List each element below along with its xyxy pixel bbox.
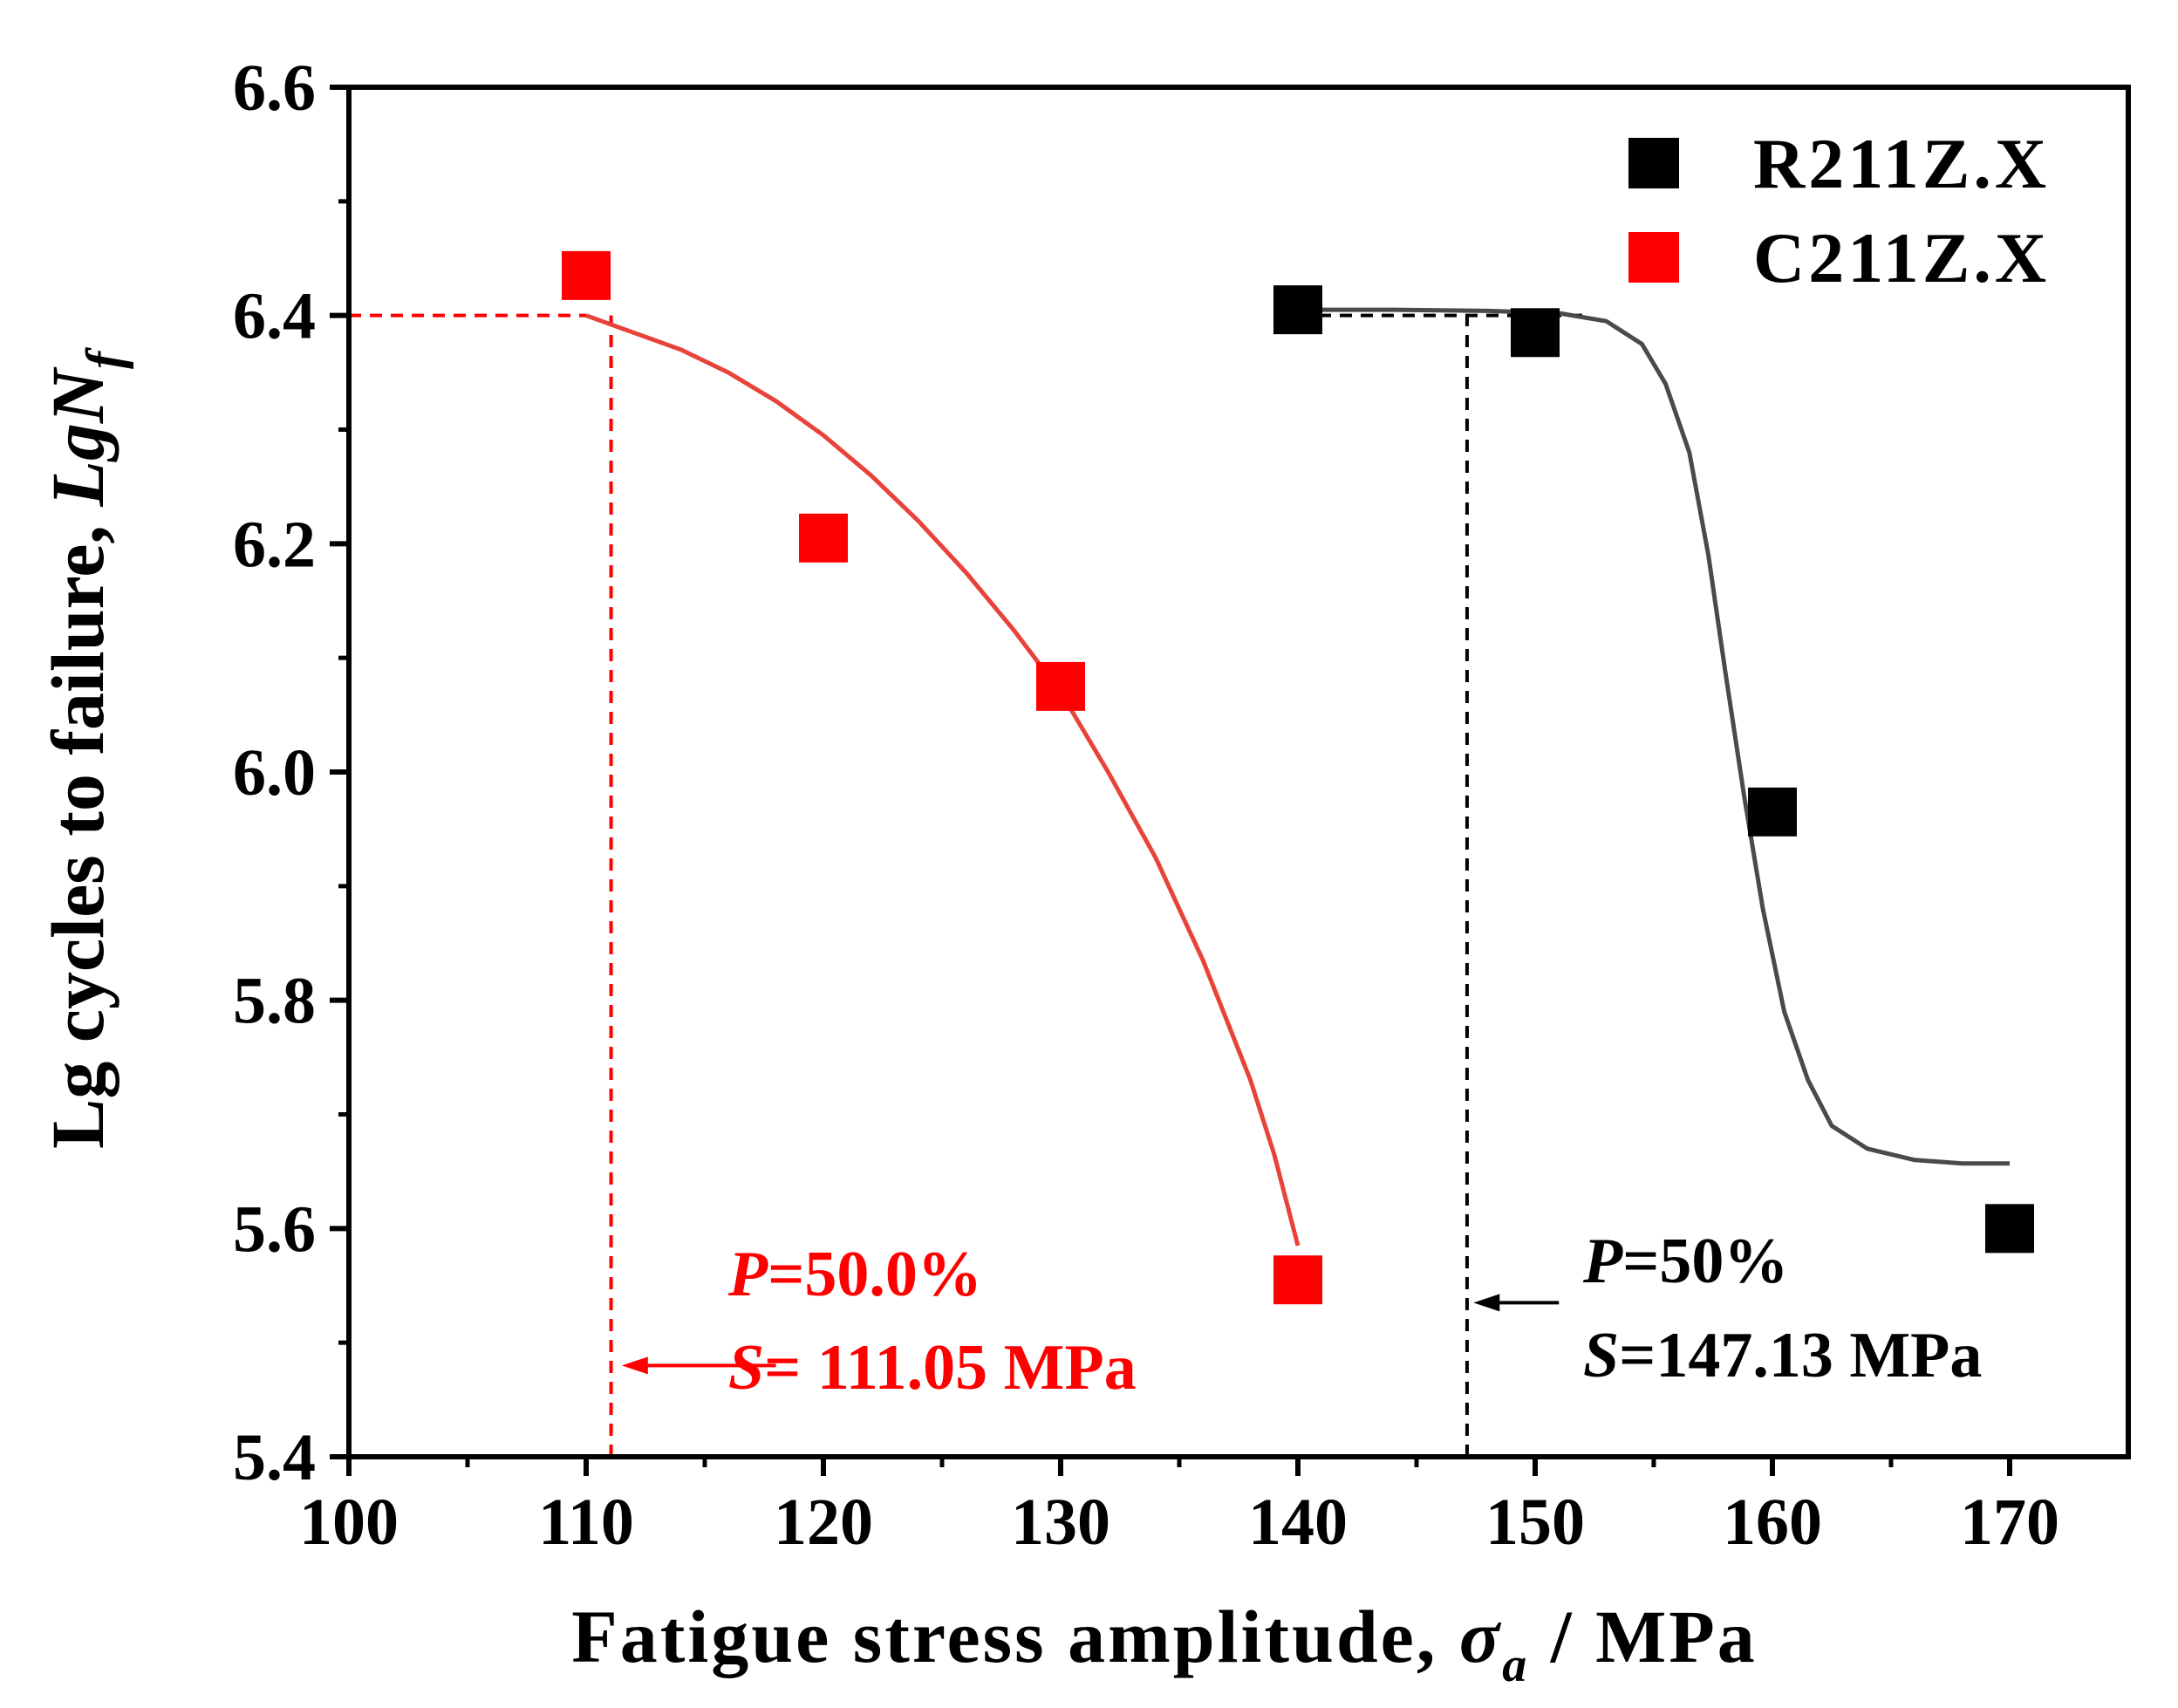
data-markers xyxy=(562,250,2034,1305)
x-tick-label: 140 xyxy=(1248,1486,1348,1559)
data-point-C211Z.X xyxy=(799,513,848,563)
y-axis-title-subscript: f xyxy=(76,347,133,369)
y-tick-label: 5.6 xyxy=(233,1192,316,1266)
y-tick-label: 6.2 xyxy=(233,508,316,581)
legend-label-C211Z.X: C211Z.X xyxy=(1753,218,2050,297)
y-tick-label: 5.4 xyxy=(233,1421,316,1494)
annotation-s-symbol: S xyxy=(1583,1320,1619,1391)
x-axis-title-subscript: a xyxy=(1502,1638,1529,1692)
annotation-p-symbol: P xyxy=(1582,1226,1623,1297)
y-tick-label: 6.6 xyxy=(233,51,316,125)
annotation-s-symbol: S xyxy=(728,1332,764,1404)
fit-curve-C211Z.X xyxy=(585,313,1301,1247)
x-tick-label: 130 xyxy=(1011,1486,1110,1559)
data-point-R211Z.X xyxy=(1511,308,1560,358)
data-point-R211Z.X xyxy=(1273,285,1322,335)
x-tick-label: 110 xyxy=(538,1486,634,1559)
annotation-stress-R211Z.X: S=147.13 MPa xyxy=(1583,1320,1982,1391)
legend: R211Z.X C211Z.X xyxy=(1628,124,2050,297)
x-tick-label: 100 xyxy=(299,1486,399,1559)
x-axis-title-suffix: / MPa xyxy=(1529,1595,1758,1678)
data-point-R211Z.X xyxy=(1748,787,1797,837)
data-point-R211Z.X xyxy=(1985,1204,2034,1254)
x-tick-label: 160 xyxy=(1723,1486,1822,1559)
x-tick-label: 170 xyxy=(1960,1486,2059,1559)
x-tick-label: 120 xyxy=(774,1486,873,1559)
legend-marker-C211Z.X xyxy=(1628,232,1679,283)
fit-curve-R211Z.X xyxy=(1298,307,2010,1166)
y-tick-label: 6.4 xyxy=(233,280,316,353)
y-tick-label: 6.0 xyxy=(233,736,316,810)
annotation-stress-C211Z.X: S= 111.05 MPa xyxy=(728,1332,1137,1404)
y-axis-title: Lg cycles to failure, LgNf xyxy=(36,347,133,1149)
legend-label-R211Z.X: R211Z.X xyxy=(1753,124,2050,203)
annotation-p-symbol: P xyxy=(727,1239,768,1310)
y-axis-title-prefix: Lg cycles to failure, xyxy=(36,507,119,1149)
y-tick-label: 5.8 xyxy=(233,965,316,1038)
axes: 100 110 120 130 140 150 160 170 5.4 5.6 5.8 6.0 6.2 6… xyxy=(233,51,2131,1559)
legend-marker-R211Z.X xyxy=(1628,138,1679,188)
fit-curves xyxy=(585,307,2010,1247)
x-axis-title-prefix: Fatigue stress amplitude, xyxy=(571,1595,1459,1678)
annotation-arrow-head xyxy=(621,1356,648,1375)
annotation-p-value: =50.0% xyxy=(768,1239,982,1310)
data-point-C211Z.X xyxy=(1036,661,1085,711)
y-axis-title-symbol: LgN xyxy=(36,366,119,508)
annotation-arrow-head xyxy=(1473,1294,1500,1312)
annotation-probability-C211Z.X: P=50.0% xyxy=(727,1239,982,1310)
x-axis-title-symbol: σ xyxy=(1459,1595,1502,1678)
annotation-s-value: = 111.05 MPa xyxy=(764,1332,1137,1404)
x-tick-label: 150 xyxy=(1485,1486,1585,1559)
data-point-C211Z.X xyxy=(1273,1255,1322,1305)
x-axis-title: Fatigue stress amplitude, σa / MPa xyxy=(571,1595,1758,1692)
annotation-p-value: =50% xyxy=(1622,1226,1788,1297)
annotation-probability-R211Z.X: P=50% xyxy=(1582,1226,1788,1297)
annotation-s-value: =147.13 MPa xyxy=(1619,1320,1982,1391)
data-point-C211Z.X xyxy=(562,250,611,300)
